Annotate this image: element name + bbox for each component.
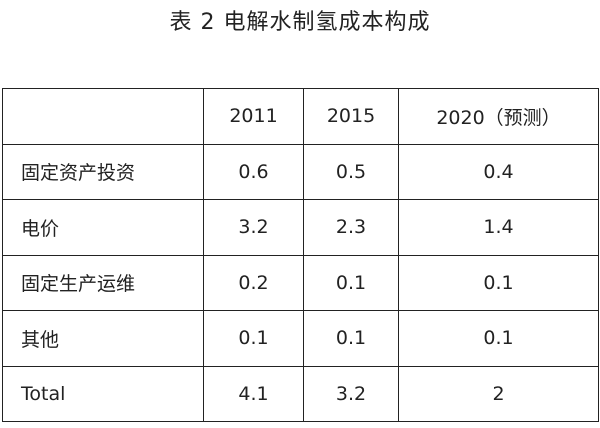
value-cell: 3.2 — [203, 199, 304, 256]
value-cell: 2011 — [203, 88, 304, 145]
value-cell: 0.6 — [203, 143, 304, 200]
value-cell: 2.3 — [303, 199, 399, 256]
data-row: 固定生产运维 0.2 0.1 0.1 — [2, 254, 599, 311]
value-cell: 4.1 — [203, 365, 304, 422]
table-body: 2011 2015 2020（预测） 固定资产投资 0.6 0.5 0.4 电价 3.2 2.3 1… — [2, 88, 599, 422]
row-label-cell: 固定生产运维 — [2, 254, 204, 311]
data-row: 固定资产投资 0.6 0.5 0.4 — [2, 143, 599, 200]
value-cell: 0.1 — [303, 254, 399, 311]
data-row: Total 4.1 3.2 2 — [2, 365, 599, 422]
row-label-cell: Total — [2, 365, 204, 422]
cost-table: 2011 2015 2020（预测） 固定资产投资 0.6 0.5 0.4 电价 3.2 2.3 1… — [2, 88, 599, 422]
value-cell: 2 — [398, 365, 599, 422]
row-label-cell: 其他 — [2, 310, 204, 367]
data-row: 电价 3.2 2.3 1.4 — [2, 199, 599, 256]
value-cell: 3.2 — [303, 365, 399, 422]
value-cell: 0.1 — [303, 310, 399, 367]
data-row: 其他 0.1 0.1 0.1 — [2, 310, 599, 367]
row-label-cell: 电价 — [2, 199, 204, 256]
value-cell: 0.1 — [203, 310, 304, 367]
header-row: 2011 2015 2020（预测） — [2, 88, 599, 145]
row-label-cell: 固定资产投资 — [2, 143, 204, 200]
value-cell: 2020（预测） — [398, 88, 599, 145]
value-cell: 1.4 — [398, 199, 599, 256]
row-label-cell — [2, 88, 204, 145]
value-cell: 0.1 — [398, 310, 599, 367]
value-cell: 0.5 — [303, 143, 399, 200]
value-cell: 2015 — [303, 88, 399, 145]
value-cell: 0.2 — [203, 254, 304, 311]
table-title: 表 2 电解水制氢成本构成 — [169, 10, 431, 35]
value-cell: 0.4 — [398, 143, 599, 200]
value-cell: 0.1 — [398, 254, 599, 311]
